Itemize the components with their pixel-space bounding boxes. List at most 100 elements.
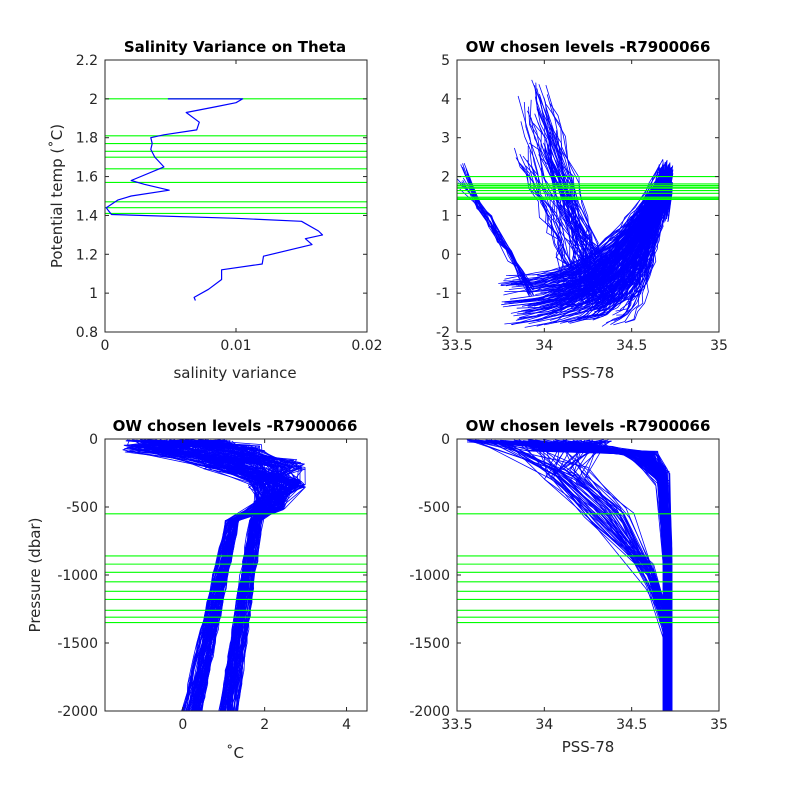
p3-xtick-label: 2	[260, 717, 269, 733]
p4-xtick-label: 34.5	[616, 717, 647, 733]
p3-ytick-label: -500	[66, 500, 98, 516]
p2-ytick-label: 3	[441, 131, 450, 147]
p3-xlabel: ˚C	[226, 744, 244, 762]
p2-ytick-label: 5	[441, 53, 450, 69]
p1-xlabel: salinity variance	[173, 364, 296, 382]
p3-plot-area: 0 2 4 -2000 -1500 -1000 -500 0	[57, 432, 368, 733]
p2-ytick-label: 4	[441, 92, 450, 108]
p1-ytick-label: 1.2	[76, 247, 98, 263]
p2-profile-line	[527, 110, 598, 305]
p1-title: Salinity Variance on Theta	[124, 38, 346, 56]
p1-xtick-label: 0.02	[351, 338, 382, 354]
p2-xtick-label: 34.5	[616, 338, 647, 354]
p4-plot-area: 33.5 34 34.5 35 -2000 -1500 -1000 -500 0	[409, 432, 728, 733]
p1-ytick-label: 2.2	[76, 53, 98, 69]
p4-frame	[456, 438, 720, 712]
p3-ytick-label: -1000	[57, 568, 98, 584]
p4-title: OW chosen levels -R7900066	[466, 417, 711, 435]
p1-xtick-label: 0	[101, 338, 110, 354]
p4-xtick-label: 35	[710, 717, 728, 733]
p4-xtick-label: 34	[535, 717, 553, 733]
p1-ytick-label: 1.4	[76, 208, 98, 224]
panel-pressure-temperature: 0 2 4 -2000 -1500 -1000 -500 0 OW chosen levels…	[26, 417, 368, 762]
p3-xtick-label: 0	[178, 717, 187, 733]
panel-salinity-variance: 0 0.01 0.02 0.8 1 1.2 1.4 1.6 1.8 2 2.2 Salinity V…	[48, 38, 383, 382]
p3-axes: 0 2 4 -2000 -1500 -1000 -500 0	[57, 432, 368, 733]
p2-profile-line	[531, 79, 600, 304]
p2-xtick-label: 35	[710, 338, 728, 354]
p4-ytick-label: -1000	[409, 568, 450, 584]
p1-axes: 0 0.01 0.02 0.8 1 1.2 1.4 1.6 1.8 2 2.2	[76, 53, 383, 354]
p2-profile-line	[544, 121, 617, 302]
p4-profile-line	[570, 439, 670, 711]
p1-ytick-label: 1	[89, 286, 98, 302]
p1-ytick-label: 2	[89, 92, 98, 108]
p4-profile-line	[543, 441, 668, 711]
p1-ytick-label: 1.6	[76, 170, 98, 186]
p2-data	[457, 79, 719, 328]
p2-ytick-label: 0	[441, 247, 450, 263]
p2-ytick-label: 2	[441, 170, 450, 186]
p4-axes: 33.5 34 34.5 35 -2000 -1500 -1000 -500 0	[409, 432, 728, 733]
p2-profile-line	[527, 145, 581, 299]
p4-ytick-label: 0	[441, 432, 450, 448]
p2-frame	[456, 59, 720, 333]
p4-profile-line	[569, 439, 665, 711]
p2-profile-line	[585, 173, 661, 305]
p4-data	[457, 439, 719, 711]
p4-ytick-label: -1500	[409, 636, 450, 652]
p1-variance-line	[105, 98, 324, 301]
p3-ylabel: Pressure (dbar)	[26, 518, 44, 633]
p3-ytick-label: 0	[89, 432, 98, 448]
p2-profile-line	[544, 149, 610, 300]
p4-xlabel: PSS-78	[562, 738, 615, 756]
p3-ytick-label: -1500	[57, 636, 98, 652]
p2-ytick-label: -1	[436, 286, 450, 302]
p4-profile-line	[521, 441, 668, 711]
p2-title: OW chosen levels -R7900066	[466, 38, 711, 56]
p2-profile-line	[545, 104, 615, 299]
p2-profile-line	[468, 187, 530, 295]
p3-xtick-label: 4	[342, 717, 351, 733]
p2-profile-line	[528, 106, 590, 305]
p2-profile-line	[579, 164, 661, 296]
p1-data	[105, 98, 367, 301]
p2-profile-line	[521, 180, 665, 312]
p1-ytick-label: 1.8	[76, 131, 98, 147]
p2-profile-line	[520, 121, 583, 300]
p3-frame	[104, 438, 368, 712]
p2-profile-line	[546, 94, 616, 302]
p1-ylabel: Potential temp (˚C)	[48, 124, 66, 268]
p2-profile-line	[519, 162, 593, 306]
p2-xtick-label: 33.5	[441, 338, 472, 354]
p1-xtick-label: 0.01	[220, 338, 251, 354]
p3-data	[105, 439, 367, 711]
p4-profile-line	[478, 441, 671, 711]
p4-xtick-label: 33.5	[441, 717, 472, 733]
p4-profile-line	[575, 440, 667, 711]
p2-profile-line	[465, 168, 534, 286]
p2-profile-line	[515, 157, 584, 303]
p2-xlabel: PSS-78	[562, 364, 615, 382]
p2-xtick-label: 34	[535, 338, 553, 354]
p3-ytick-label: -2000	[57, 704, 98, 720]
p4-ytick-label: -500	[418, 500, 450, 516]
p2-profile-line	[529, 150, 599, 305]
p2-profile-line	[610, 174, 671, 325]
p2-profile-line	[461, 183, 534, 287]
p1-background	[105, 60, 367, 332]
p2-profile-line	[541, 145, 603, 302]
p1-ytick-label: 0.8	[76, 325, 98, 341]
p1-plot-area: 0 0.01 0.02 0.8 1 1.2 1.4 1.6 1.8 2 2.2	[76, 53, 383, 354]
p2-profile-line	[539, 93, 602, 302]
p2-profile-line	[628, 181, 663, 280]
p2-profile-line	[522, 155, 591, 305]
p2-ytick-label: 1	[441, 208, 450, 224]
p4-profile-line	[553, 441, 664, 711]
panel-pressure-salinity: 33.5 34 34.5 35 -2000 -1500 -1000 -500 0 OW chos…	[409, 417, 728, 756]
p4-ytick-label: -2000	[409, 704, 450, 720]
p2-ytick-label: -2	[436, 325, 450, 341]
